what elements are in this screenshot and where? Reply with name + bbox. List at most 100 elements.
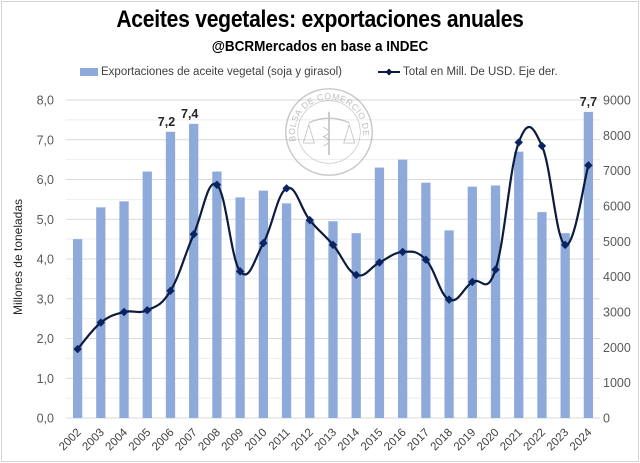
bar-2015: [374, 167, 385, 418]
y-tick-label: 3,0: [37, 292, 54, 306]
bar-2024: [583, 111, 594, 419]
line-marker-2003: [96, 318, 106, 327]
x-tick-label: 2004: [104, 426, 131, 453]
line-marker-2010: [259, 238, 268, 248]
line-marker-2021: [514, 138, 523, 147]
line-marker-2020: [491, 265, 500, 274]
line-marker-2018: [444, 295, 454, 304]
y2-tick-label: 9000: [603, 94, 631, 108]
legend-bar-swatch: [80, 68, 98, 76]
legend-line-swatch: [378, 68, 400, 76]
x-tick-label: 2010: [243, 427, 270, 454]
x-tick-label: 2003: [80, 427, 107, 454]
y2-tick-label: 6000: [603, 200, 631, 214]
x-tick-label: 2016: [382, 427, 409, 454]
y-tick-label: 8,0: [37, 94, 54, 108]
bar-2003: [96, 207, 106, 418]
line-marker-2008: [212, 180, 222, 189]
y-tick-label: 1,0: [37, 372, 54, 386]
line-marker-2013: [328, 240, 338, 250]
line-marker-2023: [560, 240, 570, 250]
data-label-2007: 7,4: [181, 107, 198, 121]
x-tick-label: 2018: [429, 427, 456, 454]
chart-subtitle: @BCRMercados en base a INDEC: [211, 38, 429, 55]
bar-2007: [189, 123, 199, 418]
y-axis-ticks: 0,0 1,0 2,0 3,0 4,0 5,0 6,0 7,0 8,0: [37, 94, 54, 426]
bar-2019: [467, 186, 477, 418]
x-tick-label: 2023: [545, 427, 572, 454]
bar-2020: [490, 185, 501, 418]
bcr-seal-watermark: BOLSA DE COMERCIO DE ROSARIO: [283, 86, 373, 176]
bar-2002: [72, 239, 83, 418]
x-tick-label: 2014: [336, 426, 363, 453]
x-tick-label: 2024: [568, 426, 595, 453]
line-marker-2017: [421, 255, 431, 264]
bar-2013: [328, 221, 338, 418]
data-labels: 7,2 7,4 7,7: [158, 95, 597, 129]
x-tick-label: 2022: [521, 427, 548, 454]
y2-tick-label: 0: [603, 412, 610, 426]
y-tick-label: 2,0: [37, 332, 54, 346]
y2-axis-ticks: 0 1000 2000 3000 4000 5000 6000 7000 8000 9000: [603, 94, 631, 426]
y2-tick-label: 2000: [603, 341, 631, 355]
y-tick-label: 5,0: [37, 213, 54, 227]
x-tick-label: 2021: [498, 427, 525, 454]
line-marker-2014: [352, 270, 361, 280]
y-tick-label: 0,0: [37, 412, 54, 426]
x-tick-label: 2017: [405, 427, 432, 454]
bar-2005: [142, 171, 152, 418]
bar-2014: [351, 233, 361, 418]
data-label-2006: 7,2: [158, 115, 175, 129]
seal-text: BOLSA DE COMERCIO DE ROSARIO: [283, 86, 371, 142]
legend-label-line: Total en Mill. De USD. Eje der.: [403, 66, 558, 78]
bar-2006: [165, 131, 176, 419]
svg-text:BOLSA DE COMERCIO DE ROSARIO: BOLSA DE COMERCIO DE ROSARIO: [283, 86, 371, 142]
x-tick-label: 2002: [57, 427, 84, 454]
bar-2009: [235, 197, 245, 418]
line-marker-2006: [166, 286, 175, 295]
bar-2017: [421, 182, 431, 418]
bar-2022: [537, 212, 547, 418]
line-marker-2015: [375, 258, 384, 267]
legend-label-bars: Exportaciones de aceite vegetal (soja y …: [101, 66, 342, 78]
bar-series: [72, 111, 594, 419]
line-marker-2024: [584, 161, 593, 170]
bar-2023: [560, 233, 570, 418]
bar-2011: [281, 203, 292, 418]
y-tick-label: 7,0: [37, 133, 54, 147]
line-series: [73, 126, 593, 354]
line-marker-2012: [305, 215, 314, 225]
x-tick-label: 2006: [150, 427, 177, 454]
x-tick-label: 2019: [452, 427, 479, 454]
x-tick-label: 2009: [220, 427, 247, 454]
x-axis-ticks: 2002200320042005200620072008200920102011…: [57, 426, 595, 453]
line-marker-2016: [398, 247, 407, 257]
y-tick-label: 6,0: [37, 173, 54, 187]
y2-tick-label: 5000: [603, 235, 631, 249]
chart-title: Aceites vegetales: exportaciones anuales: [116, 6, 524, 33]
y2-tick-label: 8000: [603, 129, 631, 143]
bar-2008: [212, 171, 222, 418]
bar-2018: [444, 230, 454, 418]
x-tick-label: 2015: [359, 427, 386, 454]
line-marker-2002: [73, 344, 82, 354]
y2-tick-label: 1000: [603, 376, 631, 390]
line-marker-2004: [119, 307, 129, 317]
x-tick-label: 2007: [173, 427, 200, 454]
legend-item-line: Total en Mill. De USD. Eje der.: [378, 66, 558, 78]
bar-2010: [258, 190, 268, 418]
y2-tick-label: 3000: [603, 306, 631, 320]
line-marker-2019: [468, 277, 477, 287]
x-tick-label: 2008: [196, 427, 223, 454]
y2-tick-label: 4000: [603, 270, 631, 284]
data-label-2024: 7,7: [580, 95, 597, 109]
x-tick-label: 2005: [127, 427, 154, 454]
x-tick-label: 2012: [289, 427, 316, 454]
legend: Exportaciones de aceite vegetal (soja y …: [0, 66, 640, 84]
line-marker-2005: [143, 306, 152, 315]
legend-item-bars: Exportaciones de aceite vegetal (soja y …: [80, 66, 342, 78]
y-tick-label: 4,0: [37, 253, 54, 267]
line-marker-2022: [537, 141, 547, 151]
y2-tick-label: 7000: [603, 164, 631, 178]
